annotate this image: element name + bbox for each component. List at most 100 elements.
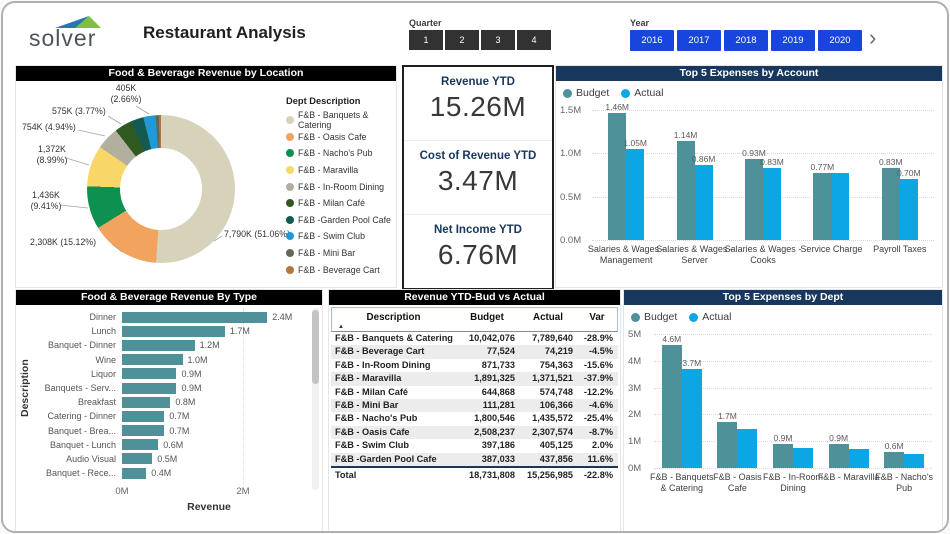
legend-item[interactable]: F&B - Maravilla (286, 162, 396, 179)
table-row[interactable]: F&B - Milan Café 644,868 574,748 -12.2% (331, 386, 618, 399)
bar-value-label: 1.7M (229, 326, 250, 337)
bar-budget[interactable]: 0.77M (811, 162, 834, 240)
table-row[interactable]: F&B - Banquets & Catering 10,042,076 7,789… (331, 332, 618, 345)
bar-actual[interactable] (848, 448, 869, 468)
category-label: Liquor (90, 368, 116, 379)
legend-item[interactable]: F&B - Milan Café (286, 195, 396, 212)
table-row[interactable]: F&B - Swim Club 397,186 405,125 2.0% (331, 439, 618, 452)
bar-actual[interactable]: 0.70M (897, 168, 921, 240)
legend-item[interactable]: F&B - Nacho's Pub (286, 145, 396, 162)
bar-budget[interactable]: 0.93M (742, 148, 766, 240)
bar[interactable] (122, 396, 171, 408)
bar-budget[interactable]: 0.9M (828, 433, 849, 468)
donut-callout: 754K (4.94%) (22, 122, 76, 132)
column-header-actual[interactable]: Actual (533, 312, 563, 323)
bar-budget[interactable]: 0.83M (879, 157, 903, 240)
chevron-right-icon[interactable]: › (869, 25, 877, 50)
bar-actual[interactable] (904, 454, 925, 468)
bar-budget[interactable]: 0.6M (884, 441, 905, 468)
bar-group: 0.83M 0.70M Payroll Taxes (873, 110, 926, 254)
table-row[interactable]: F&B - In-Room Dining 871,733 754,363 -15.6% (331, 359, 618, 372)
category-label: F&B - Oasis Cafe (713, 472, 762, 493)
y-axis-tick: 5M (628, 329, 642, 340)
bar-value-label: 0.8M (175, 397, 196, 408)
plot-area: 1.46M 1.05M Salaries & Wages - Management 1… (588, 102, 934, 264)
bar-budget[interactable]: 0.9M (772, 433, 793, 468)
legend-item[interactable]: F&B - Beverage Cart (286, 261, 396, 278)
bar[interactable] (122, 311, 268, 323)
legend-item-label: F&B - Maravilla (298, 165, 359, 176)
bar[interactable] (122, 325, 225, 337)
panel-expenses-by-account: Top 5 Expenses by Account Budget Actual 1.… (555, 65, 943, 288)
bar[interactable] (122, 368, 177, 380)
legend-dot-icon (286, 116, 294, 125)
table-row[interactable]: F&B - Mini Bar 111,281 106,366 -4.6% (331, 398, 618, 413)
bar[interactable] (122, 453, 153, 465)
bar-budget[interactable]: 1.14M (674, 130, 697, 240)
scrollbar-track[interactable] (312, 308, 319, 490)
table-row[interactable]: F&B - Beverage Cart 77,524 74,219 -4.5% (331, 345, 618, 359)
bar-actual[interactable] (792, 448, 813, 468)
bar[interactable] (122, 410, 165, 422)
sort-ascending-icon[interactable]: ▲ (338, 324, 344, 330)
legend-item-label: Budget (576, 87, 610, 99)
bar-value-label: 1.0M (187, 354, 208, 365)
year-button-2019[interactable]: 2019 (771, 30, 815, 51)
bar[interactable] (122, 354, 183, 366)
bar-value-label: 0.6M (884, 440, 904, 451)
column-header-var[interactable]: Var (589, 312, 605, 323)
legend-item-actual[interactable]: Actual (689, 311, 731, 323)
bar[interactable] (122, 425, 165, 437)
bar-value-label: 0.9M (181, 368, 202, 379)
bar[interactable] (122, 439, 159, 451)
year-button-2018[interactable]: 2018 (724, 30, 768, 51)
bar[interactable] (122, 339, 195, 351)
panel-title: Top 5 Expenses by Account (556, 66, 942, 81)
bar-actual[interactable] (831, 173, 850, 240)
table-cell: -37.9% (583, 373, 613, 384)
chart-legend: Budget Actual (631, 311, 731, 323)
bar[interactable] (122, 467, 147, 479)
year-button-2016[interactable]: 2016 (630, 30, 674, 51)
gridline (592, 153, 934, 155)
legend-item-budget[interactable]: Budget (631, 311, 677, 323)
legend-item[interactable]: F&B -Garden Pool Cafe (286, 212, 396, 229)
bar-actual[interactable]: 0.86M (692, 154, 715, 240)
legend-item[interactable]: F&B - Mini Bar (286, 245, 396, 262)
column-header-description[interactable]: Description (366, 312, 421, 323)
scrollbar-thumb[interactable] (312, 310, 319, 384)
quarter-button-3[interactable]: 3 (481, 30, 515, 50)
quarter-button-1[interactable]: 1 (409, 30, 443, 50)
legend-item-actual[interactable]: Actual (621, 87, 663, 99)
bar-group: 0.93M 0.83M Salaries & Wages - Cooks (725, 110, 802, 264)
year-button-2020[interactable]: 2020 (818, 30, 862, 51)
legend-item-budget[interactable]: Budget (563, 87, 609, 99)
bar-actual[interactable]: 3.7M (681, 358, 702, 468)
quarter-slicer-label: Quarter (409, 18, 442, 28)
bar-actual[interactable] (737, 429, 758, 468)
legend-item[interactable]: F&B - Oasis Cafe (286, 129, 396, 146)
table-cell: F&B - Nacho's Pub (335, 413, 418, 424)
table-row[interactable]: F&B - Nacho's Pub 1,800,546 1,435,572 -25.4… (331, 412, 618, 425)
table-cell: F&B - In-Room Dining (335, 359, 431, 370)
legend-dot-icon (286, 232, 294, 241)
column-header-budget[interactable]: Budget (470, 312, 504, 323)
table-row[interactable]: F&B - Oasis Cafe 2,508,237 2,307,574 -8.7% (331, 425, 618, 440)
table-row[interactable]: F&B -Garden Pool Cafe 387,033 437,856 11.6% (331, 452, 618, 466)
bar-budget[interactable]: 1.46M (605, 102, 629, 240)
legend-item[interactable]: F&B - Banquets & Catering (286, 110, 396, 130)
table-row[interactable]: F&B - Maravilla 1,891,325 1,371,521 -37.9% (331, 372, 618, 386)
bar-actual[interactable]: 0.83M (760, 157, 784, 240)
bar-value-label: 0.9M (181, 383, 202, 394)
legend-item[interactable]: F&B - Swim Club (286, 228, 396, 245)
bar-budget[interactable]: 1.7M (717, 411, 738, 468)
quarter-button-2[interactable]: 2 (445, 30, 479, 50)
gridline (654, 334, 932, 335)
bar[interactable] (122, 382, 177, 394)
year-button-2017[interactable]: 2017 (677, 30, 721, 51)
donut-legend: Dept Description F&B - Banquets & Cateri… (286, 96, 396, 278)
legend-item[interactable]: F&B - In-Room Dining (286, 178, 396, 195)
quarter-button-4[interactable]: 4 (517, 30, 551, 50)
bar-budget[interactable]: 4.6M (661, 334, 682, 468)
bar-actual[interactable]: 1.05M (623, 138, 647, 240)
